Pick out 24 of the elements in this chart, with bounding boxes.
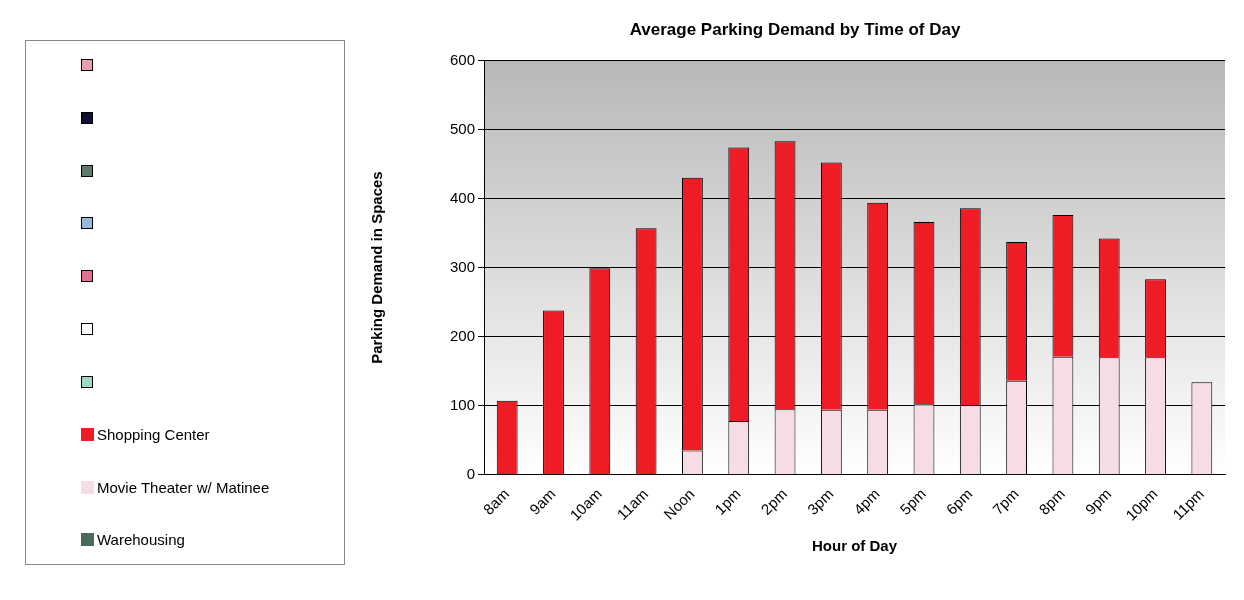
y-tick-label: 200 <box>450 326 476 344</box>
x-tick-label: 5pm <box>896 485 930 518</box>
legend-label: Shopping Center <box>97 425 210 443</box>
x-tick-label: 9am <box>525 485 559 518</box>
y-axis-title: Parking Demand in Spaces <box>368 171 386 364</box>
chart-title: Average Parking Demand by Time of Day <box>629 19 961 39</box>
x-tick-label: 1pm <box>711 485 744 518</box>
x-tick-label: 6pm <box>942 485 976 518</box>
y-tick-label: 500 <box>450 119 476 137</box>
x-tick-label: 9pm <box>1081 485 1115 518</box>
x-axis-title: Hour of Day <box>812 537 898 555</box>
y-tick-label: 100 <box>450 395 476 413</box>
x-tick-label: 4pm <box>850 485 883 518</box>
x-tick-label: 2pm <box>757 485 791 518</box>
y-tick-label: 400 <box>450 188 476 206</box>
y-tick-label: 0 <box>466 464 476 482</box>
x-tick-label: 8pm <box>1035 485 1068 518</box>
x-tick-label: 8am <box>479 485 513 518</box>
y-tick-label: 300 <box>450 257 476 275</box>
x-tick-label: 3pm <box>803 485 837 518</box>
legend-label: Warehousing <box>97 531 185 549</box>
legend-label: Movie Theater w/ Matinee <box>97 478 270 496</box>
x-tick-label: 7pm <box>988 485 1022 518</box>
y-tick-label: 600 <box>450 50 476 68</box>
